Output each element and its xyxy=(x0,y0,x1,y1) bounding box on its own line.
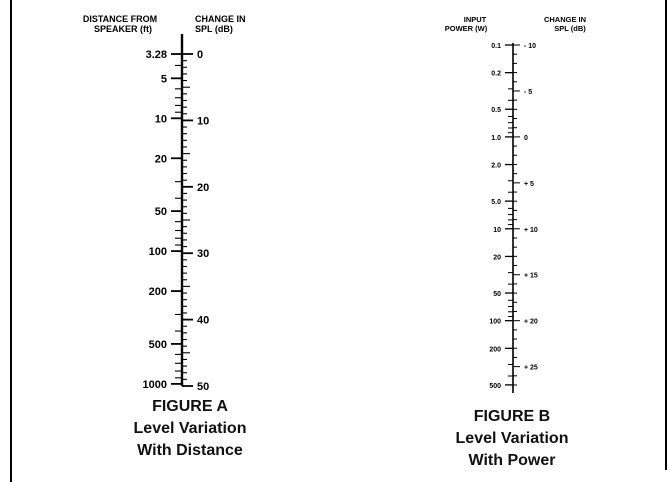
figure-a-right-header-line1: CHANGE IN xyxy=(195,14,246,24)
figure-b-right-header-line2: SPL (dB) xyxy=(554,24,586,33)
figure-a-left-label: 200 xyxy=(149,286,167,298)
figure-b-left-label: 1.0 xyxy=(491,135,501,142)
frame-left-border xyxy=(10,0,12,482)
figure-a-right-label: 20 xyxy=(197,182,209,194)
figure-a-subtitle-line2: With Distance xyxy=(137,442,243,459)
figure-a-left-label: 500 xyxy=(149,339,167,351)
figure-a-left-header-line1: DISTANCE FROM xyxy=(83,14,157,24)
figure-b-right-label: + 20 xyxy=(524,319,538,326)
figure-b-right-label: + 15 xyxy=(524,273,538,280)
figure-b-right-label: + 5 xyxy=(524,181,534,188)
figure-a-right-label: 30 xyxy=(197,248,209,260)
figure-a-left-label: 10 xyxy=(155,113,167,125)
figure-b-left-label: 10 xyxy=(493,227,501,234)
figure-a-right-label: 0 xyxy=(197,49,203,61)
figure-a-subtitle-line1: Level Variation xyxy=(133,420,247,437)
figure-a-title: FIGURE A xyxy=(152,398,228,415)
figure-b-left-label: 50 xyxy=(493,291,501,298)
figure-b-right-header-line1: CHANGE IN xyxy=(544,15,586,24)
figure-b-subtitle-line2: With Power xyxy=(468,452,556,469)
figure-b-left-label: 20 xyxy=(493,254,501,261)
figure-b-right-label: - 5 xyxy=(524,89,532,96)
figure-b-left-header-line2: POWER (W) xyxy=(445,24,488,33)
figure-a-right-label: 40 xyxy=(197,315,209,327)
figure-b-right-label: + 25 xyxy=(524,365,538,372)
figure-a-right-label: 10 xyxy=(197,115,209,127)
figure-b-right-label: + 10 xyxy=(524,227,538,234)
figure-b-left-header-line1: INPUT xyxy=(464,15,487,24)
figure-b-left-label: 0.5 xyxy=(491,107,501,114)
figure-a-left-label: 20 xyxy=(155,153,167,165)
figure-a-right-header-line2: SPL (dB) xyxy=(195,24,233,34)
figure-a-left-label: 100 xyxy=(149,246,167,258)
figure-b-left-label: 500 xyxy=(489,383,501,390)
figure-b-subtitle-line1: Level Variation xyxy=(455,430,569,447)
figure-b-left-label: 0.2 xyxy=(491,71,501,78)
figure-b-left-label: 200 xyxy=(489,346,501,353)
figure-b-right-label: - 10 xyxy=(524,43,536,50)
figure-b-left-label: 0.1 xyxy=(491,43,501,50)
figure-a-left-header-line2: SPEAKER (ft) xyxy=(94,24,152,34)
figure-a-caption: FIGURE A Level Variation With Distance xyxy=(115,396,265,462)
figure-b-caption: FIGURE B Level Variation With Power xyxy=(437,406,587,472)
frame-right-border xyxy=(665,0,667,470)
figure-a-left-label: 50 xyxy=(155,206,167,218)
figure-a-right-label: 50 xyxy=(197,381,209,393)
figure-b-right-label: 0 xyxy=(524,135,528,142)
figure-a-left-label: 1000 xyxy=(143,379,167,391)
figure-b-left-label: 100 xyxy=(489,319,501,326)
figure-b-title: FIGURE B xyxy=(473,408,551,425)
figure-b-left-label: 5.0 xyxy=(491,199,501,206)
figure-a-left-label: 5 xyxy=(161,73,167,85)
figure-b-left-label: 2.0 xyxy=(491,163,501,170)
figure-a-left-label: 3.28 xyxy=(146,49,167,61)
